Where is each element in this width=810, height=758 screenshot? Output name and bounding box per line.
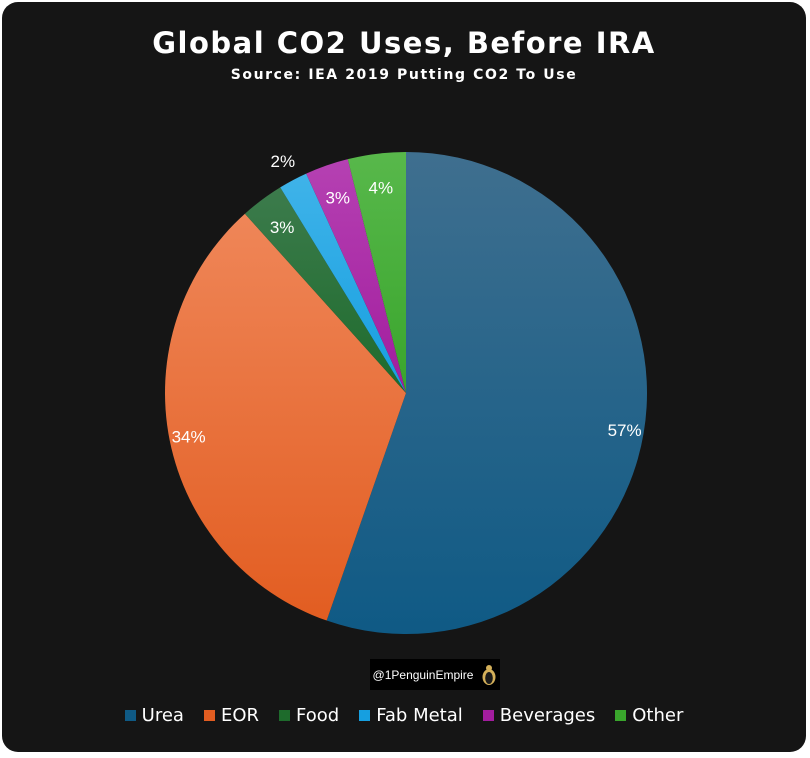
legend-item-beverages: Beverages [482,705,596,726]
watermark-text: @1PenguinEmpire [372,667,474,682]
legend-item-food: Food [279,705,339,726]
pie-slice-urea [326,152,647,635]
penguin-logo-icon [482,664,496,685]
watermark: @1PenguinEmpire [370,659,500,690]
legend-label: Food [296,705,340,726]
legend-label: Other [632,705,684,726]
data-label-fab-metal: 2% [271,152,296,171]
legend-label: Fab Metal [376,705,463,726]
pie-slice-beverages [306,159,406,393]
pie-slices [165,152,647,635]
data-label-urea: 57% [608,421,642,440]
chart-title: Global CO2 Uses, Before IRA [152,26,656,60]
legend-swatch [203,710,215,721]
legend-swatch [615,710,627,721]
legend-swatch [124,710,136,721]
pie-slice-fab-metal [280,173,406,393]
data-label-eor: 34% [172,428,206,447]
pie-slice-food [244,187,406,393]
data-label-food: 3% [270,218,295,237]
chart-subtitle: Source: IEA 2019 Putting CO2 To Use [230,67,578,83]
data-label-other: 4% [368,178,393,197]
legend-swatch [279,710,291,721]
pie-labels: 57% 34% 3% 2% 3% 4% [172,152,642,447]
legend-item-other: Other [615,705,683,726]
legend-label: Beverages [499,705,596,726]
legend-label: Urea [141,705,184,726]
legend-item-urea: Urea [124,705,184,726]
legend-swatch [359,710,371,721]
chart-legend: Urea EOR Food Fab Metal Beverages Other [2,705,806,726]
pie-slice-eor [165,213,406,621]
legend-item-eor: EOR [203,705,260,726]
legend-item-fab-metal: Fab Metal [359,705,463,726]
pie-slice-other [347,152,406,393]
legend-label: EOR [220,705,260,726]
data-label-beverages: 3% [325,188,350,207]
legend-swatch [482,710,494,721]
